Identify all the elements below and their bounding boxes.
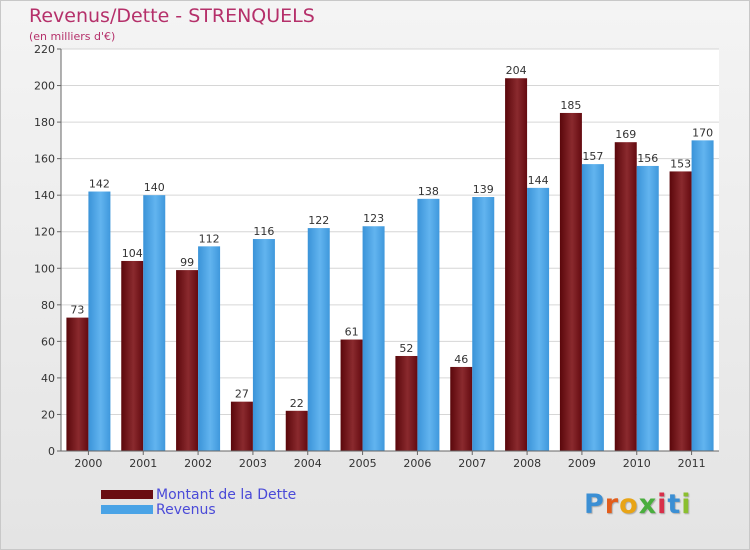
x-tick-label: 2001 [129, 457, 157, 470]
value-label-dette: 169 [615, 128, 636, 141]
bar-dette [669, 171, 692, 451]
x-tick-label: 2005 [349, 457, 377, 470]
value-label-dette: 52 [399, 342, 413, 355]
y-tick-label: 120 [34, 226, 55, 239]
proxiti-logo: Proxiti [584, 489, 692, 520]
y-tick-label: 160 [34, 153, 55, 166]
value-labels: 73 142 104 140 99 112 27 116 22 122 61 123 52 138 46 13… [70, 64, 713, 410]
x-tick-label: 2000 [74, 457, 102, 470]
bar-revenus [252, 239, 275, 451]
bars [66, 78, 714, 452]
bar-revenus [198, 246, 221, 451]
bar-revenus [581, 164, 604, 452]
value-label-revenus: 142 [89, 178, 110, 191]
legend-swatch-dette [101, 490, 153, 499]
bar-dette [559, 112, 582, 452]
value-label-revenus: 116 [253, 225, 274, 238]
value-label-revenus: 157 [582, 150, 603, 163]
bar-dette [66, 317, 89, 451]
bar-dette [176, 270, 199, 451]
value-label-dette: 153 [670, 157, 691, 170]
bar-dette [614, 142, 637, 451]
bar-dette [121, 260, 144, 451]
bar-revenus [362, 226, 385, 451]
value-label-dette: 204 [506, 64, 527, 77]
bar-revenus [472, 197, 495, 451]
y-tick-label: 220 [34, 43, 55, 56]
value-label-dette: 185 [560, 99, 581, 112]
x-tick-label: 2011 [678, 457, 706, 470]
x-tick-label: 2008 [513, 457, 541, 470]
x-tick-label: 2009 [568, 457, 596, 470]
bar-dette [505, 78, 528, 452]
bar-revenus [636, 165, 659, 452]
value-label-revenus: 123 [363, 212, 384, 225]
x-tick-label: 2010 [623, 457, 651, 470]
y-tick-label: 40 [41, 372, 55, 385]
x-tick-label: 2002 [184, 457, 212, 470]
y-tick-label: 180 [34, 116, 55, 129]
bar-dette [395, 355, 418, 451]
value-label-revenus: 156 [637, 152, 658, 165]
value-label-dette: 73 [70, 304, 84, 317]
value-label-dette: 99 [180, 256, 194, 269]
y-tick-label: 20 [41, 408, 55, 421]
bar-revenus [527, 187, 550, 451]
value-label-revenus: 138 [418, 185, 439, 198]
bar-dette [230, 401, 253, 451]
plot-area [61, 49, 719, 451]
bar-revenus [417, 198, 440, 451]
y-tick-label: 80 [41, 299, 55, 312]
legend-label-revenus: Revenus [156, 501, 216, 518]
chart-subtitle: (en milliers d'€) [29, 30, 116, 43]
logo-letter: x [638, 489, 658, 520]
logo-letter: t [667, 489, 682, 520]
x-tick-label: 2007 [458, 457, 486, 470]
legend: Montant de la Dette Revenus [101, 486, 297, 518]
y-tick-label: 0 [48, 445, 55, 458]
value-label-dette: 104 [122, 247, 143, 260]
bar-dette [285, 410, 308, 451]
y-tick-label: 200 [34, 80, 55, 93]
value-label-revenus: 139 [473, 183, 494, 196]
value-label-revenus: 170 [692, 126, 713, 139]
legend-item-revenus: Revenus [101, 501, 296, 518]
value-label-revenus: 144 [528, 174, 549, 187]
logo-letter: i [681, 489, 692, 520]
logo-letter: r [604, 489, 620, 520]
value-label-dette: 61 [345, 326, 359, 339]
value-label-dette: 27 [235, 388, 249, 401]
logo-letter: i [657, 489, 668, 520]
y-tick-label: 140 [34, 189, 55, 202]
bar-revenus [88, 191, 111, 451]
bar-dette [340, 339, 363, 451]
value-label-dette: 46 [454, 353, 468, 366]
value-label-revenus: 140 [144, 181, 165, 194]
value-label-dette: 22 [290, 397, 304, 410]
bar-revenus [691, 140, 714, 451]
chart-title: Revenus/Dette - STRENQUELS [29, 5, 315, 27]
legend-item-dette: Montant de la Dette [101, 486, 297, 503]
x-tick-label: 2003 [239, 457, 267, 470]
grid-lines [61, 48, 719, 452]
bar-revenus [307, 228, 330, 451]
y-tick-label: 100 [34, 262, 55, 275]
logo-letter: P [584, 489, 605, 520]
logo-letter: o [619, 489, 639, 520]
x-tick-label: 2004 [294, 457, 322, 470]
legend-label-dette: Montant de la Dette [156, 486, 297, 503]
value-label-revenus: 112 [199, 232, 220, 245]
bar-dette [450, 366, 473, 451]
bar-revenus [143, 195, 166, 451]
value-label-revenus: 122 [308, 214, 329, 227]
x-tick-label: 2006 [403, 457, 431, 470]
axes: 0 20 40 60 80 100 120 140 160 180 200 220 2000 2001 20… [34, 43, 719, 470]
legend-swatch-revenus [101, 505, 153, 514]
y-tick-label: 60 [41, 335, 55, 348]
